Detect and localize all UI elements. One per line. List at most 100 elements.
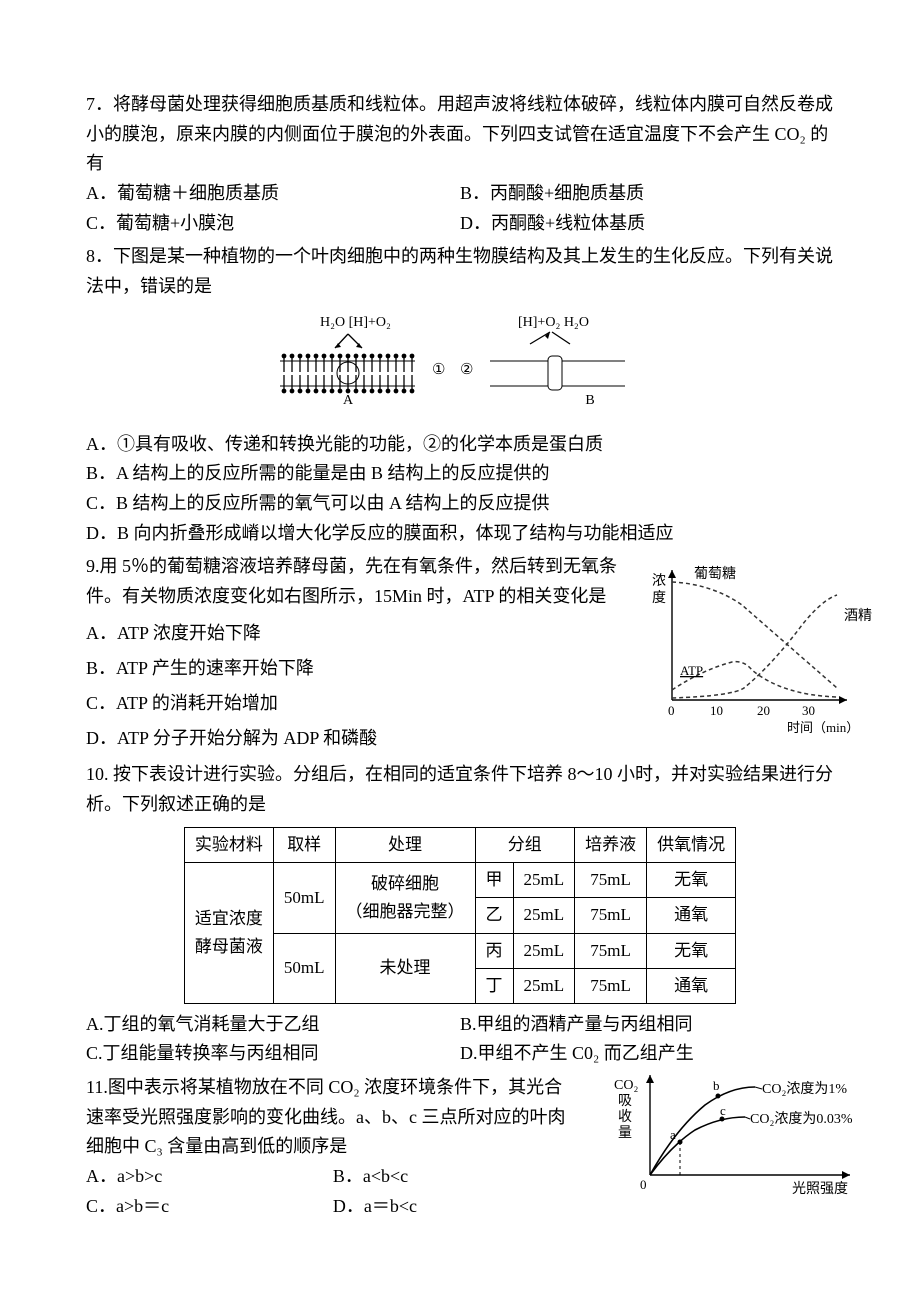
tick-30: 30 xyxy=(802,703,815,718)
q11-opt-b: B．a<b<c xyxy=(333,1162,580,1192)
q7-options-row2: C．葡萄糖+小膜泡 D．丙酮酸+线粒体基质 xyxy=(86,209,834,239)
cell: 无氧 xyxy=(647,933,736,968)
th-sample: 取样 xyxy=(273,828,335,863)
q9-opt-d: D．ATP 分子开始分解为 ADP 和磷酸 xyxy=(86,721,625,756)
cell: 无氧 xyxy=(647,863,736,898)
q11-opt-a: A．a>b>c xyxy=(86,1162,333,1192)
tick-10: 10 xyxy=(710,703,723,718)
cell: 75mL xyxy=(575,968,647,1003)
question-9: 9.用 5％的葡萄糖溶液培养酵母菌，先在有氧条件，然后转到无氧条件。有关物质浓度… xyxy=(86,552,834,756)
q7-opt-b: B．丙酮酸+细胞质基质 xyxy=(460,179,834,209)
table-row: 适宜浓度酵母菌液 50mL 破碎细胞（细胞器完整） 甲 25mL 75mL 无氧 xyxy=(184,863,735,898)
q8-right-top-label: [H]+O₂ H₂O xyxy=(518,315,589,330)
q11-chart: CO₂ 吸 收 量 0 光照强度 b CO₂浓度为1% a c CO₂浓度为0.… xyxy=(610,1067,878,1217)
q8-label-B: B xyxy=(585,393,594,408)
q9-chart: 浓 度 0 10 20 30 时间（min） 葡萄糖 酒精 ATP xyxy=(644,560,884,750)
th-process: 处理 xyxy=(335,828,475,863)
point-b xyxy=(716,1093,721,1098)
q8-left-top-label: H₂O [H]+O₂ xyxy=(320,315,391,330)
question-8: 8．下图是某一种植物的一个叶肉细胞中的两种生物膜结构及其上发生的生化反应。下列有… xyxy=(86,242,834,548)
y-arrowhead-icon xyxy=(668,570,676,578)
q8-diagram: H₂O [H]+O₂ A ① ② [H]+O₂ H₂ xyxy=(86,308,834,428)
q10-opt-b: B.甲组的酒精产量与丙组相同 xyxy=(460,1010,834,1040)
cell: 25mL xyxy=(513,933,575,968)
q10-table: 实验材料 取样 处理 分组 培养液 供氧情况 适宜浓度酵母菌液 50mL 破碎细… xyxy=(184,827,736,1003)
cell-material: 适宜浓度酵母菌液 xyxy=(184,863,273,1003)
q11-stem: 11.图中表示将某植物放在不同 CO₂ 浓度环境条件下，其光合速率受光照强度影响… xyxy=(86,1073,580,1162)
q10-options-row2: C.丁组能量转换率与丙组相同 D.甲组不产生 C0₂ 而乙组产生 xyxy=(86,1039,834,1069)
y-label-1: 浓 xyxy=(652,573,666,589)
q9-chart-svg: 浓 度 0 10 20 30 时间（min） 葡萄糖 酒精 ATP xyxy=(644,560,884,740)
curve-high-co2 xyxy=(650,1087,755,1175)
q7-opt-a: A．葡萄糖＋细胞质基质 xyxy=(86,179,460,209)
membrane-diagram-svg: H₂O [H]+O₂ A ① ② [H]+O₂ H₂ xyxy=(250,308,670,418)
question-10: 10. 按下表设计进行实验。分组后，在相同的适宜条件下培养 8～10 小时，并对… xyxy=(86,760,834,1069)
cell-yi: 乙 xyxy=(475,898,513,933)
alcohol-curve xyxy=(672,595,837,698)
cell: 25mL xyxy=(513,968,575,1003)
q8-stem: 8．下图是某一种植物的一个叶肉细胞中的两种生物膜结构及其上发生的生化反应。下列有… xyxy=(86,242,834,301)
q7-opt-d: D．丙酮酸+线粒体基质 xyxy=(460,209,834,239)
q7-options-row1: A．葡萄糖＋细胞质基质 B．丙酮酸+细胞质基质 xyxy=(86,179,834,209)
table-header-row: 实验材料 取样 处理 分组 培养液 供氧情况 xyxy=(184,828,735,863)
cell: 25mL xyxy=(513,898,575,933)
q11-opt-d: D．a＝b<c xyxy=(333,1192,580,1222)
q10-opt-a: A.丁组的氧气消耗量大于乙组 xyxy=(86,1010,460,1040)
cell-jia: 甲 xyxy=(475,863,513,898)
cell-50ml-1: 50mL xyxy=(273,863,335,933)
y-label-2: 收 xyxy=(618,1109,632,1125)
q9-opt-b: B．ATP 产生的速率开始下降 xyxy=(86,651,625,686)
th-medium: 培养液 xyxy=(575,828,647,863)
q8-opt-d: D．B 向内折叠形成嵴以增大化学反应的膜面积，体现了结构与功能相适应 xyxy=(86,519,834,549)
y-label-3: 量 xyxy=(618,1125,632,1141)
q9-stem: 9.用 5％的葡萄糖溶液培养酵母菌，先在有氧条件，然后转到无氧条件。有关物质浓度… xyxy=(86,552,625,611)
y-label-1: 吸 xyxy=(618,1094,632,1109)
q8-opt-c: C．B 结构上的反应所需的氧气可以由 A 结构上的反应提供 xyxy=(86,489,834,519)
cell: 75mL xyxy=(575,898,647,933)
q10-opt-d: D.甲组不产生 C0₂ 而乙组产生 xyxy=(460,1039,834,1069)
cell: 通氧 xyxy=(647,968,736,1003)
tick-20: 20 xyxy=(757,703,770,718)
pt-c-label: c xyxy=(720,1103,726,1118)
q7-opt-c: C．葡萄糖+小膜泡 xyxy=(86,209,460,239)
alcohol-label: 酒精 xyxy=(844,608,872,624)
cell-ding: 丁 xyxy=(475,968,513,1003)
y-label-co2: CO₂ xyxy=(614,1078,638,1093)
arrowhead-icon xyxy=(335,343,341,348)
cell: 25mL xyxy=(513,863,575,898)
cell: 通氧 xyxy=(647,898,736,933)
q9-opt-c: C．ATP 的消耗开始增加 xyxy=(86,686,625,721)
q7-stem: 7．将酵母菌处理获得细胞质基质和线粒体。用超声波将线粒体破碎，线粒体内膜可自然反… xyxy=(86,90,834,179)
curve-low-co2 xyxy=(650,1117,745,1175)
q8-label-A: A xyxy=(343,393,354,408)
glucose-label: 葡萄糖 xyxy=(694,566,736,582)
pt-b-label: b xyxy=(713,1078,720,1093)
th-group: 分组 xyxy=(475,828,575,863)
q8-opt-b: B．A 结构上的反应所需的能量是由 B 结构上的反应提供的 xyxy=(86,459,834,489)
cell-process-2: 未处理 xyxy=(335,933,475,1003)
x-label: 时间（min） xyxy=(787,720,859,735)
cell: 75mL xyxy=(575,933,647,968)
protein-rect2 xyxy=(548,356,562,390)
cell-bing: 丙 xyxy=(475,933,513,968)
y-label-2: 度 xyxy=(652,590,666,606)
q8-marker2: ② xyxy=(460,362,473,378)
q10-opt-c: C.丁组能量转换率与丙组相同 xyxy=(86,1039,460,1069)
x-arrowhead-icon xyxy=(839,696,847,704)
th-material: 实验材料 xyxy=(184,828,273,863)
q9-opt-a: A．ATP 浓度开始下降 xyxy=(86,616,625,651)
atp-label: ATP xyxy=(680,663,703,678)
pt-a-label: a xyxy=(670,1127,676,1142)
q11-opt-c: C．a>b＝c xyxy=(86,1192,333,1222)
q10-stem: 10. 按下表设计进行实验。分组后，在相同的适宜条件下培养 8～10 小时，并对… xyxy=(86,760,834,819)
q11-chart-svg: CO₂ 吸 收 量 0 光照强度 b CO₂浓度为1% a c CO₂浓度为0.… xyxy=(610,1067,878,1207)
tick-0: 0 xyxy=(668,703,675,718)
x-arrowhead-icon xyxy=(842,1171,850,1179)
question-7: 7．将酵母菌处理获得细胞质基质和线粒体。用超声波将线粒体破碎，线粒体内膜可自然反… xyxy=(86,90,834,238)
q9-options: A．ATP 浓度开始下降 B．ATP 产生的速率开始下降 C．ATP 的消耗开始… xyxy=(86,616,625,756)
curve2-label: CO₂浓度为0.03% xyxy=(750,1111,853,1127)
cell-process-1: 破碎细胞（细胞器完整） xyxy=(335,863,475,933)
cell: 75mL xyxy=(575,863,647,898)
y-arrowhead-icon xyxy=(646,1075,654,1083)
cell-50ml-2: 50mL xyxy=(273,933,335,1003)
